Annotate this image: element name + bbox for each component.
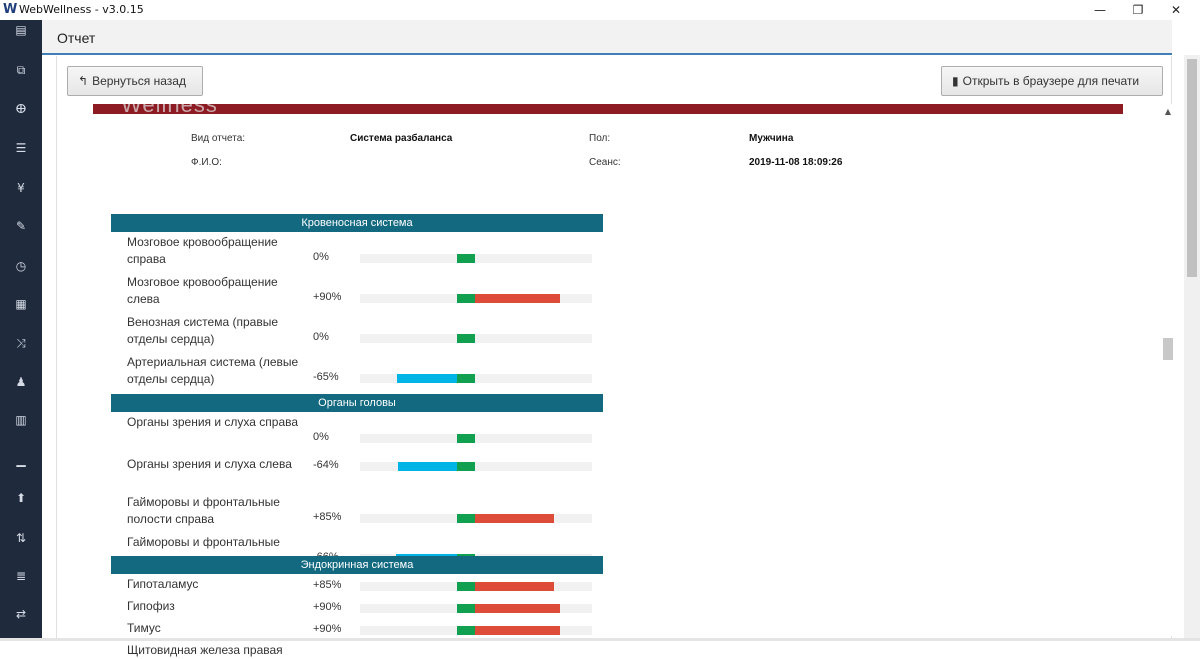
- session-value: 2019-11-08 18:09:26: [749, 157, 843, 168]
- sliders-icon[interactable]: ☰: [15, 141, 27, 155]
- row-value: 0%: [313, 431, 329, 443]
- section-header: Кровеносная система: [111, 214, 603, 232]
- person-icon[interactable]: ♟: [15, 375, 27, 389]
- row-value: +90%: [313, 601, 342, 613]
- row-label: Тимус: [127, 621, 161, 635]
- session-label: Сеанс:: [589, 157, 621, 168]
- signal-icon[interactable]: ▁: [16, 453, 26, 467]
- row-label: Венозная система (правые отделы сердца): [127, 315, 278, 346]
- balance-bar: [360, 374, 592, 383]
- flask-icon[interactable]: ⴲ: [15, 102, 27, 116]
- positive-bar: [465, 626, 560, 635]
- negative-bar: [398, 462, 465, 471]
- id-card-icon[interactable]: ▤: [15, 23, 27, 37]
- main-area: Отчет ↰ Вернуться назад ▮ Открыть в брау…: [42, 20, 1200, 657]
- reply-arrow-icon: ↰: [78, 74, 89, 88]
- open-in-browser-label: Открыть в браузере для печати: [962, 74, 1140, 88]
- maximize-button[interactable]: ❐: [1132, 3, 1144, 17]
- report-type-value: Система разбаланса: [350, 133, 453, 144]
- copy-icon[interactable]: ⧉: [16, 62, 26, 77]
- negative-bar: [397, 374, 465, 383]
- app-logo-icon: W: [3, 2, 18, 17]
- arrow-up-icon[interactable]: ⬆: [15, 491, 27, 505]
- row-value: +85%: [313, 579, 342, 591]
- row-value: 0%: [313, 331, 329, 343]
- sidebar: ▤ ⧉ ⴲ ☰ ¥ ✎ ◷ ▦ ⤨ ♟ ▥ ▁ ⬆ ⇅ ≣ ⇄: [0, 20, 42, 641]
- zero-marker: [457, 334, 475, 343]
- row-value: -64%: [313, 459, 339, 471]
- row-label: Гипофиз: [127, 599, 175, 613]
- report-type-label: Вид отчета:: [191, 133, 246, 144]
- balance-bar: [360, 294, 592, 303]
- name-label: Ф.И.О:: [191, 157, 222, 168]
- row-label: Органы зрения и слуха справа: [127, 415, 299, 429]
- zero-marker: [457, 582, 475, 591]
- row-label: Щитовидная железа правая: [127, 643, 283, 657]
- gender-value: Мужчина: [749, 133, 794, 144]
- positive-bar: [465, 294, 560, 303]
- bottom-edge: [0, 638, 1200, 641]
- zero-marker: [457, 626, 475, 635]
- row-value: +90%: [313, 291, 342, 303]
- row-value: 0%: [313, 251, 329, 263]
- balance-bar: [360, 626, 592, 635]
- list-icon[interactable]: ≣: [15, 569, 27, 583]
- banner-logo-text: Wellness: [121, 104, 218, 114]
- window-titlebar: W WebWellness - v3.0.15 — ❐ ✕: [0, 0, 1200, 20]
- close-button[interactable]: ✕: [1170, 3, 1182, 17]
- page-header: Отчет: [42, 20, 1172, 55]
- section-header: Органы головы: [111, 394, 603, 412]
- positive-bar: [465, 604, 560, 613]
- row-value: +90%: [313, 623, 342, 635]
- minimize-button[interactable]: —: [1094, 3, 1106, 17]
- window-title: WebWellness - v3.0.15: [19, 3, 144, 16]
- balance-bar: [360, 254, 592, 263]
- back-button[interactable]: ↰ Вернуться назад: [67, 66, 203, 96]
- row-value: +85%: [313, 511, 342, 523]
- utensils-icon[interactable]: ¥: [17, 181, 25, 195]
- report-scrollbar[interactable]: [1160, 104, 1176, 636]
- row-label: Мозговое кровообращение слева: [127, 275, 278, 306]
- report-scrollbar-thumb[interactable]: [1163, 338, 1173, 360]
- row-label: Артериальная система (левые отделы сердц…: [127, 355, 299, 386]
- back-button-label: Вернуться назад: [92, 74, 186, 88]
- positive-bar: [465, 582, 554, 591]
- row-label: Мозговое кровообращение справа: [127, 235, 278, 266]
- file-icon: ▮: [952, 74, 959, 88]
- scroll-up-arrow-icon[interactable]: ▲: [1164, 106, 1172, 116]
- positive-bar: [465, 514, 554, 523]
- report-panel: ↰ Вернуться назад ▮ Открыть в браузере д…: [56, 56, 1172, 657]
- balance-bar: [360, 434, 592, 443]
- balance-bar: [360, 462, 592, 471]
- row-label: Органы зрения и слуха слева: [127, 457, 292, 471]
- open-in-browser-button[interactable]: ▮ Открыть в браузере для печати: [941, 66, 1163, 96]
- report-banner: Wellness: [93, 104, 1123, 114]
- section-header: Эндокринная система: [111, 556, 603, 574]
- zero-marker: [457, 514, 475, 523]
- gender-label: Пол:: [589, 133, 611, 144]
- page-title: Отчет: [57, 30, 96, 46]
- sort-icon[interactable]: ⇅: [15, 531, 27, 545]
- window-scrollbar[interactable]: [1184, 55, 1200, 641]
- row-value: -65%: [313, 371, 339, 383]
- window-scrollbar-thumb[interactable]: [1187, 59, 1197, 277]
- row-label: Гайморовы и фронтальные полости справа: [127, 495, 280, 526]
- shuffle-icon[interactable]: ⤨: [16, 335, 26, 350]
- zero-marker: [457, 434, 475, 443]
- balance-bar: [360, 604, 592, 613]
- calculator-icon[interactable]: ▦: [15, 297, 27, 311]
- zero-marker: [457, 254, 475, 263]
- zero-marker: [457, 604, 475, 613]
- pencil-icon[interactable]: ✎: [15, 219, 27, 233]
- zero-marker: [457, 374, 475, 383]
- clock-icon[interactable]: ◷: [15, 259, 27, 273]
- bar-chart-icon[interactable]: ▥: [15, 413, 27, 427]
- zero-marker: [457, 294, 475, 303]
- zero-marker: [457, 462, 475, 471]
- exchange-icon[interactable]: ⇄: [15, 607, 27, 621]
- row-label: Гипоталамус: [127, 577, 199, 591]
- balance-bar: [360, 334, 592, 343]
- balance-bar: [360, 514, 592, 523]
- balance-bar: [360, 582, 592, 591]
